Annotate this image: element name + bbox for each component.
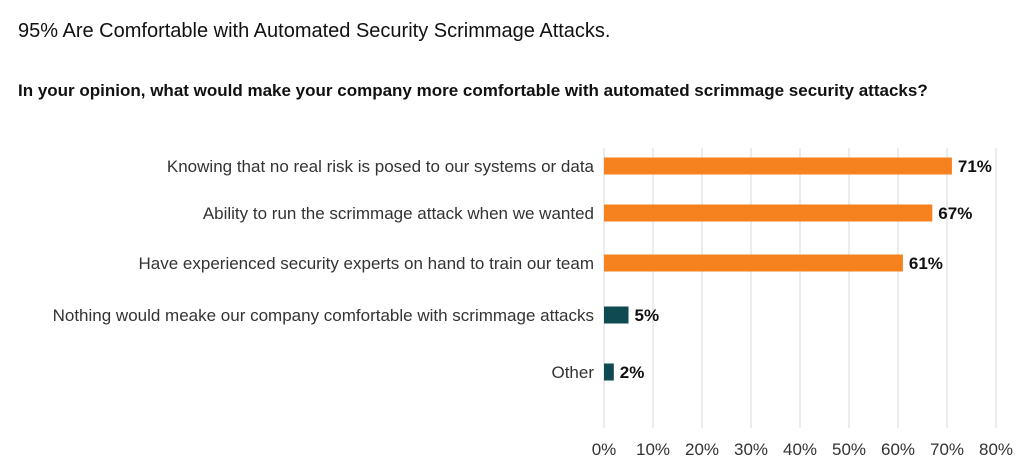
grid-lines xyxy=(603,148,997,428)
bar xyxy=(604,363,614,381)
bar xyxy=(604,254,903,272)
category-label: Knowing that no real risk is posed to ou… xyxy=(167,157,595,176)
x-tick-label: 0% xyxy=(592,440,617,459)
category-label: Have experienced security experts on han… xyxy=(139,254,594,273)
x-tick-label: 20% xyxy=(685,440,719,459)
value-label: 5% xyxy=(635,306,660,325)
category-labels: Knowing that no real risk is posed to ou… xyxy=(53,157,595,382)
x-tick-label: 10% xyxy=(636,440,670,459)
x-tick-label: 80% xyxy=(979,440,1013,459)
category-label: Ability to run the scrimmage attack when… xyxy=(203,204,594,223)
bar xyxy=(604,204,933,222)
x-tick-label: 50% xyxy=(832,440,866,459)
x-tick-label: 70% xyxy=(930,440,964,459)
x-tick-label: 60% xyxy=(881,440,915,459)
x-axis-ticks: 0% 10% 20% 30% 40% 50% 60% 70% 80% xyxy=(592,440,1013,459)
x-tick-label: 40% xyxy=(783,440,817,459)
x-tick-label: 30% xyxy=(734,440,768,459)
bar xyxy=(604,306,629,324)
value-label: 71% xyxy=(958,157,992,176)
value-labels: 71% 67% 61% 5% 2% xyxy=(620,157,992,382)
survey-question: In your opinion, what would make your co… xyxy=(18,81,928,100)
category-label: Other xyxy=(551,363,594,382)
bar xyxy=(604,157,952,175)
value-label: 67% xyxy=(938,204,972,223)
value-label: 61% xyxy=(909,254,943,273)
category-label: Nothing would meake our company comforta… xyxy=(53,306,594,325)
bars xyxy=(604,157,952,381)
value-label: 2% xyxy=(620,363,645,382)
page-title: 95% Are Comfortable with Automated Secur… xyxy=(18,20,611,42)
